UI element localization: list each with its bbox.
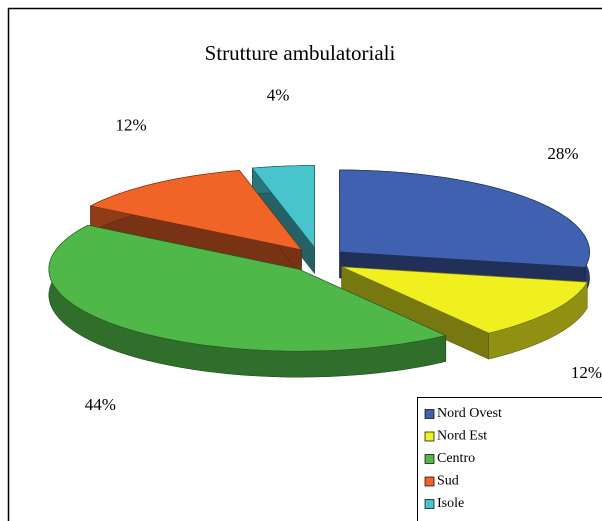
slice (341, 266, 588, 334)
legend-label: Centro (437, 451, 475, 466)
legend-label: Nord Est (437, 429, 487, 444)
legend-label: Nord Ovest (437, 406, 502, 421)
slice (89, 170, 303, 251)
data-label: 4% (267, 86, 290, 105)
legend-swatch (424, 409, 435, 419)
slice (251, 165, 315, 249)
legend-label: Sud (437, 474, 459, 489)
slice (48, 224, 447, 352)
legend-box (417, 397, 602, 521)
legend-swatch (424, 431, 435, 442)
slice (339, 169, 590, 268)
chart-title: Strutture ambulatoriali (205, 41, 396, 65)
legend-swatch (424, 499, 435, 509)
data-label: 44% (85, 395, 116, 414)
data-label: 12% (571, 363, 602, 382)
legend-label: Isole (437, 496, 464, 511)
legend-swatch (424, 454, 435, 464)
data-label: 28% (547, 144, 578, 163)
legend-swatch (424, 476, 435, 487)
data-label: 12% (115, 116, 146, 135)
